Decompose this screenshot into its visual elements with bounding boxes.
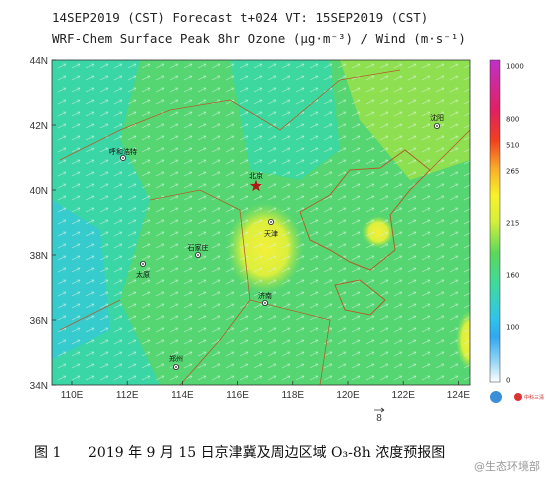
city-label: 呼和浩特	[109, 147, 137, 156]
lat-label: 34N	[30, 381, 48, 392]
city-dot-center	[436, 125, 438, 127]
colorbar-label: 1000	[506, 63, 524, 71]
lon-label: 122E	[392, 390, 416, 401]
colorbar-label: 160	[506, 272, 519, 280]
header-line: WRF-Chem Surface Peak 8hr Ozone (μg·m⁻³)…	[52, 31, 466, 46]
colorbar-label: 800	[506, 116, 519, 124]
city-label: 太原	[136, 270, 150, 279]
colorbar-label: 265	[506, 168, 519, 176]
caption-text: 2019 年 9 月 15 日京津冀及周边区域 O₃-8h 浓度预报图	[88, 445, 445, 461]
lat-label: 38N	[30, 251, 48, 262]
watermark: @生态环境部	[474, 459, 540, 473]
logo-icon	[514, 393, 522, 401]
city-label: 北京	[249, 171, 263, 180]
logo-text: 中科三清	[524, 394, 544, 401]
city-label: 沈阳	[430, 113, 444, 122]
city-star	[249, 179, 263, 192]
lon-label: 110E	[61, 390, 84, 401]
lon-label: 124E	[447, 390, 471, 401]
city-label: 郑州	[169, 355, 183, 363]
colorbar-label: 215	[506, 220, 519, 228]
city-label: 天津	[264, 230, 278, 238]
city-label: 石家庄	[188, 243, 209, 252]
city-dot-center	[197, 254, 199, 256]
wind-ref-arrow	[374, 407, 385, 413]
lat-label: 36N	[30, 316, 48, 327]
header-line: 14SEP2019 (CST) Forecast t+024 VT: 15SEP…	[52, 10, 428, 25]
lon-label: 112E	[116, 390, 139, 401]
colorbar-label: 510	[506, 142, 519, 150]
boundary	[59, 69, 470, 385]
city-label: 济南	[258, 291, 272, 300]
city-dot-center	[142, 263, 144, 265]
lon-label: 116E	[226, 390, 249, 401]
map-frame	[51, 59, 471, 386]
city-dot-center	[270, 221, 272, 223]
lat-label: 44N	[30, 56, 48, 67]
wind-field	[52, 60, 470, 385]
lat-label: 40N	[30, 186, 48, 197]
lon-label: 118E	[281, 390, 304, 401]
wind-ref-label: 8	[376, 413, 382, 424]
colorbar-label: 100	[506, 324, 519, 332]
lat-label: 42N	[30, 121, 48, 132]
colorbar	[489, 59, 501, 383]
lon-label: 114E	[171, 390, 194, 401]
logo-icon	[490, 391, 502, 403]
map-field	[52, 60, 470, 385]
city-dot-center	[122, 157, 124, 159]
city-dot-center	[264, 302, 266, 304]
city-dot-center	[175, 366, 177, 368]
lon-label: 120E	[336, 390, 360, 401]
caption-number: 图 1	[34, 445, 61, 461]
logo	[490, 391, 522, 403]
colorbar-label: 0	[506, 377, 510, 385]
coastline	[299, 149, 431, 316]
